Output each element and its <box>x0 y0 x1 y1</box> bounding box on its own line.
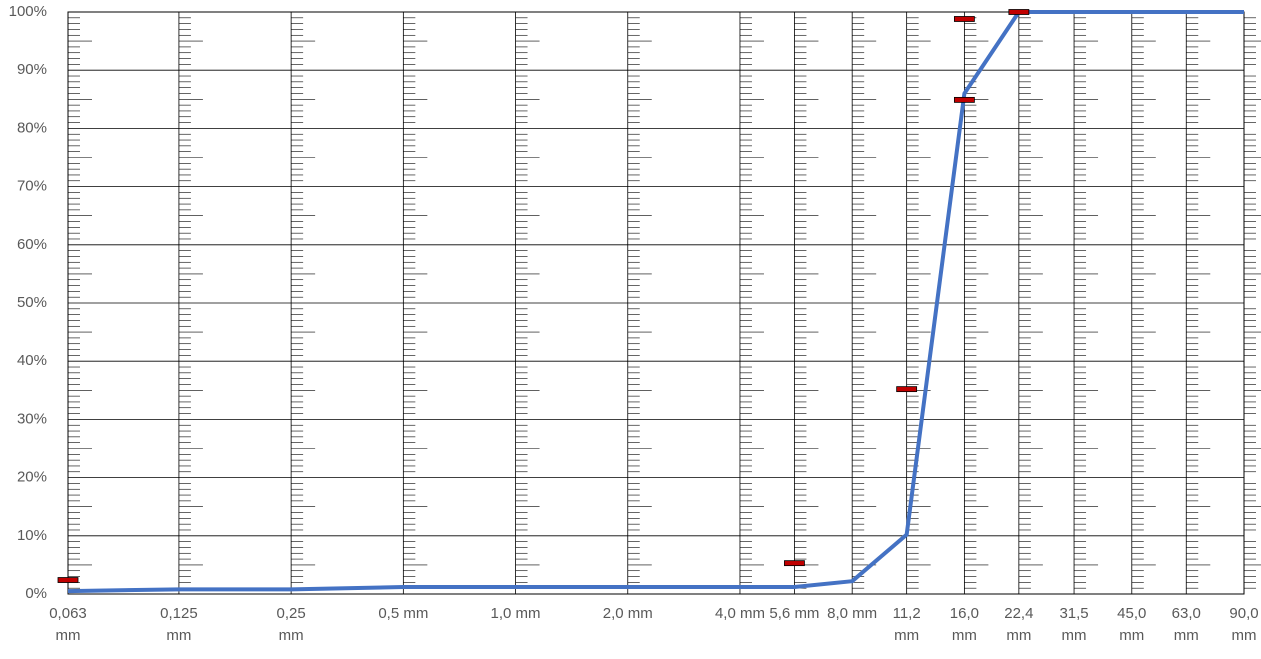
x-tick-label: 11,2 mm <box>892 605 921 644</box>
series-line <box>67 10 1244 594</box>
limit-marker <box>57 577 79 583</box>
y-tick-label: 100% <box>9 3 47 20</box>
x-tick-label: 31,5 mm <box>1059 605 1089 644</box>
x-tick-label: 4,0 mm <box>714 605 765 622</box>
y-tick-label: 60% <box>17 236 47 253</box>
y-tick-label: 50% <box>17 294 47 311</box>
x-tick-label: 2,0 mm <box>602 605 653 622</box>
x-tick-label: 0,063 mm <box>49 605 87 644</box>
x-tick-label: 22,4 mm <box>1004 605 1034 644</box>
x-tick-label: 1,0 mm <box>490 605 541 622</box>
y-tick-label: 90% <box>17 61 47 78</box>
x-tick-label: 90,0 mm <box>1229 605 1259 644</box>
y-tick-label: 30% <box>17 410 47 427</box>
x-tick-label: 16,0 mm <box>949 605 979 644</box>
x-tick-label: 45,0 mm <box>1117 605 1147 644</box>
limit-marker <box>784 560 805 567</box>
y-tick-label: 20% <box>17 469 47 486</box>
x-tick-label: 8,0 mm <box>827 605 878 622</box>
y-tick-label: 70% <box>17 178 47 195</box>
limit-marker <box>953 96 975 103</box>
plot-border <box>67 11 1245 595</box>
limit-marker <box>953 16 975 22</box>
x-tick-label: 0,25 mm <box>276 605 306 644</box>
x-tick-label: 63,0 mm <box>1171 605 1201 644</box>
y-tick-label: 10% <box>17 527 47 544</box>
x-tick-label: 0,125 mm <box>160 605 198 644</box>
limit-marker <box>1008 9 1030 15</box>
y-tick-label: 0% <box>25 585 47 602</box>
x-tick-label: 5,6 mm <box>769 605 820 622</box>
x-tick-label: 0,5 mm <box>378 605 429 622</box>
y-tick-label: 40% <box>17 352 47 369</box>
y-tick-label: 80% <box>17 119 47 136</box>
limit-marker <box>896 386 918 393</box>
